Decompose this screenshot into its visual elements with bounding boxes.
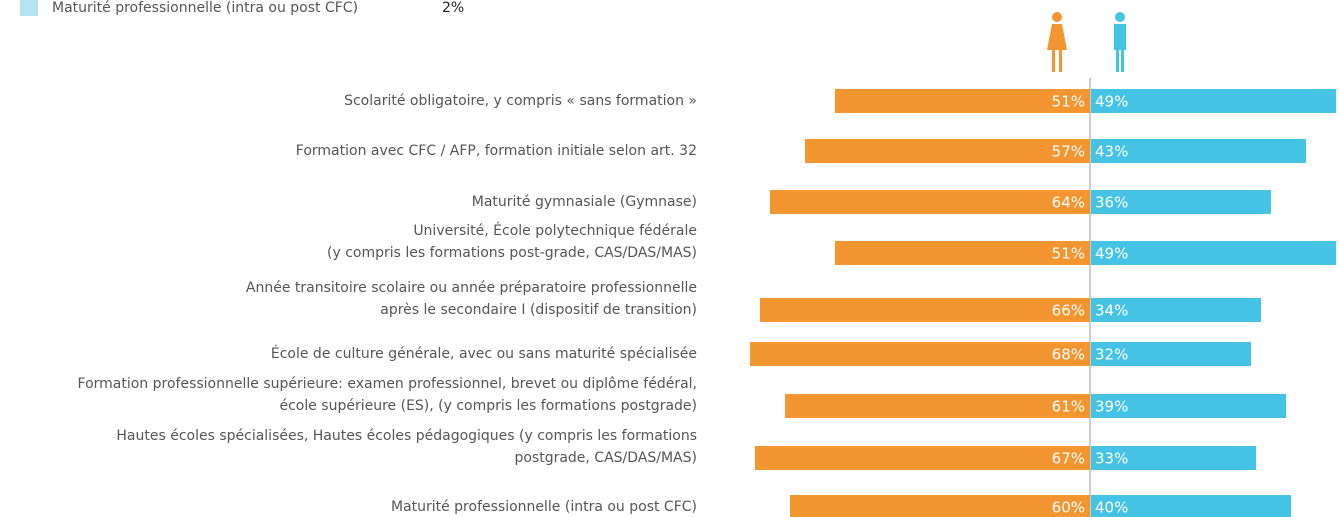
bar xyxy=(835,89,1090,113)
category-label: Formation professionnelle supérieure: ex… xyxy=(78,376,697,392)
bar xyxy=(1091,394,1286,418)
bar xyxy=(1091,446,1256,470)
category-label: Année transitoire scolaire ou année prép… xyxy=(246,280,697,296)
bar xyxy=(770,190,1090,214)
value-label: 51% xyxy=(1052,245,1085,263)
bar xyxy=(1091,139,1306,163)
value-label: 40% xyxy=(1095,499,1128,517)
bar xyxy=(755,446,1090,470)
value-label: 68% xyxy=(1052,346,1085,364)
category-label: Scolarité obligatoire, y compris « sans … xyxy=(344,93,697,109)
category-label: après le secondaire I (dispositif de tra… xyxy=(380,302,697,318)
value-label: 34% xyxy=(1095,302,1128,320)
value-label: 67% xyxy=(1052,450,1085,468)
category-label: École de culture générale, avec ou sans … xyxy=(271,345,697,362)
bar xyxy=(790,495,1090,517)
value-label: 66% xyxy=(1052,302,1085,320)
value-label: 61% xyxy=(1052,398,1085,416)
category-label: (y compris les formations post-grade, CA… xyxy=(327,245,697,261)
bar xyxy=(1091,495,1291,517)
bar xyxy=(805,139,1090,163)
value-label: 51% xyxy=(1052,93,1085,111)
bar xyxy=(1091,190,1271,214)
bar xyxy=(1091,298,1261,322)
category-label: Hautes écoles spécialisées, Hautes école… xyxy=(116,428,697,444)
value-label: 32% xyxy=(1095,346,1128,364)
value-label: 64% xyxy=(1052,194,1085,212)
value-label: 60% xyxy=(1052,499,1085,517)
category-label: Maturité gymnasiale (Gymnase) xyxy=(472,194,697,210)
category-label: postgrade, CAS/DAS/MAS) xyxy=(514,450,697,466)
value-label: 49% xyxy=(1095,245,1128,263)
bar xyxy=(835,241,1090,265)
bar xyxy=(760,298,1090,322)
legend-value: 2% xyxy=(442,0,464,16)
value-label: 39% xyxy=(1095,398,1128,416)
category-label: Université, École polytechnique fédérale xyxy=(413,222,697,239)
category-label: école supérieure (ES), (y compris les fo… xyxy=(279,398,697,414)
value-label: 57% xyxy=(1052,143,1085,161)
legend-swatch xyxy=(20,0,38,16)
bar xyxy=(1091,89,1336,113)
value-label: 49% xyxy=(1095,93,1128,111)
male-icon xyxy=(1114,12,1126,72)
category-label: Maturité professionnelle (intra ou post … xyxy=(391,499,697,515)
value-label: 43% xyxy=(1095,143,1128,161)
legend-label: Maturité professionnelle (intra ou post … xyxy=(52,0,358,16)
value-label: 33% xyxy=(1095,450,1128,468)
bar xyxy=(1091,342,1251,366)
bar xyxy=(750,342,1090,366)
bar xyxy=(785,394,1090,418)
category-label: Formation avec CFC / AFP, formation init… xyxy=(296,143,697,159)
value-label: 36% xyxy=(1095,194,1128,212)
female-icon xyxy=(1047,12,1067,72)
bar xyxy=(1091,241,1336,265)
